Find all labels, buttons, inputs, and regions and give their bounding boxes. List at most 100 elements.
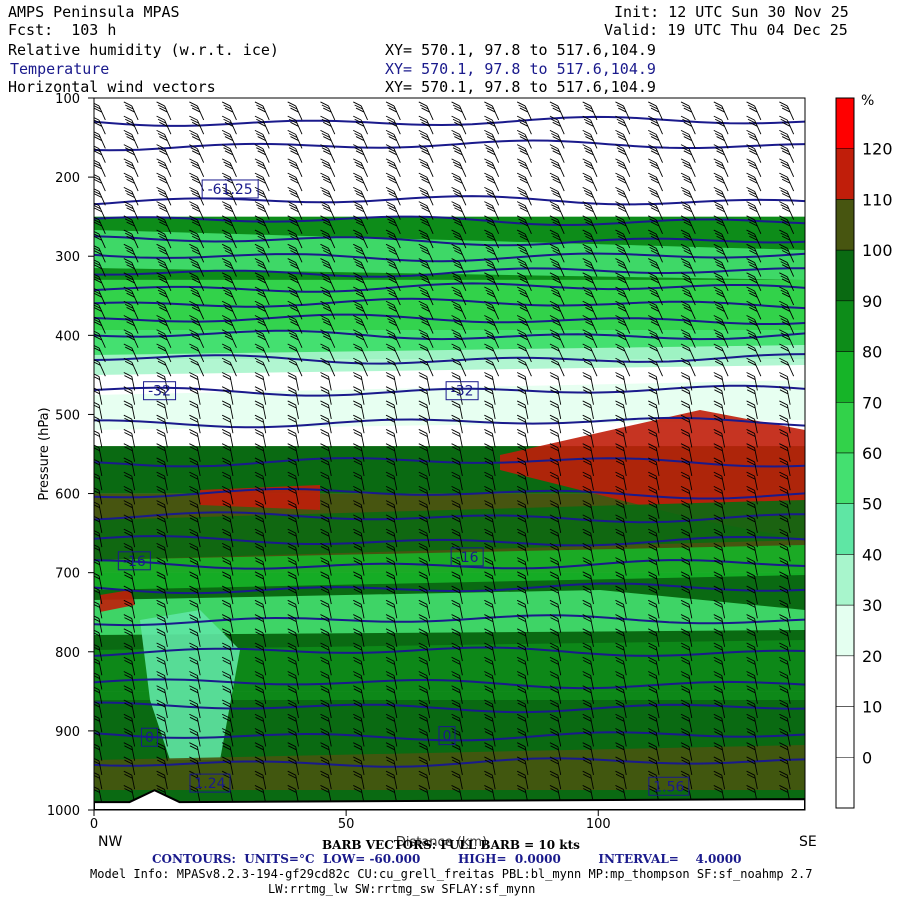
wind-barb (451, 414, 463, 434)
wind-barb-flag (421, 335, 430, 341)
wind-barb-flag (189, 243, 198, 249)
wind-barb (221, 286, 237, 306)
wind-barb-flag (582, 585, 591, 591)
wind-barb (746, 671, 758, 690)
wind-barb-flag (385, 671, 395, 676)
wind-barb-shaft (229, 433, 234, 448)
wind-barb-shaft (98, 533, 103, 548)
wind-barb-shaft (786, 746, 791, 761)
wind-barb-flag (254, 315, 264, 320)
wind-barb (648, 514, 660, 533)
wind-barb-shaft (524, 689, 529, 704)
wind-barb-flag (353, 788, 363, 793)
wind-barb (189, 129, 205, 149)
wind-barb-flag (517, 403, 526, 409)
wind-barb (123, 713, 136, 733)
wind-barb-flag (320, 628, 329, 634)
wind-barb-flag (255, 460, 264, 466)
wind-barb-shaft (426, 105, 434, 121)
wind-barb-shaft (196, 760, 201, 776)
wind-barb-flag (484, 201, 493, 206)
wind-barb-flag (94, 461, 100, 466)
wind-barb-flag (94, 715, 100, 719)
wind-barb-shaft (328, 533, 332, 548)
wind-barb-shaft (786, 362, 795, 377)
wind-barb-flag (156, 542, 165, 548)
wind-barb-shaft (164, 390, 168, 405)
wind-barb-shaft (98, 290, 106, 306)
wind-barb (779, 372, 791, 391)
wind-barb-flag (779, 129, 788, 135)
wind-barb-shaft (360, 390, 365, 405)
wind-barb-flag (714, 531, 723, 537)
wind-barb-flag (290, 193, 299, 198)
wind-barb-shaft (524, 362, 532, 377)
wind-barb-flag (516, 172, 526, 178)
wind-barb-flag (714, 261, 724, 267)
wind-barb-flag (454, 207, 463, 213)
wind-barb-flag (156, 443, 165, 449)
wind-barb-flag (781, 164, 791, 170)
wind-barb (549, 215, 565, 235)
wind-barb-shaft (98, 504, 103, 519)
wind-barb-shaft (688, 404, 693, 420)
wind-barb (221, 571, 234, 590)
wind-barb-flag (516, 713, 526, 719)
wind-barb-shaft (426, 661, 431, 676)
wind-barb-flag (94, 321, 103, 327)
wind-barb-flag (288, 688, 297, 694)
wind-barb-shaft (524, 105, 532, 121)
wind-barb-flag (290, 221, 299, 227)
wind-barb (353, 500, 365, 519)
wind-barb-flag (156, 699, 165, 705)
wind-barb-flag (287, 599, 296, 605)
wind-barb-flag (159, 193, 168, 198)
wind-barb (746, 329, 762, 348)
wind-barb (484, 329, 500, 348)
wind-barb-flag (94, 490, 100, 494)
wind-barb-flag (519, 193, 529, 198)
wind-barb-flag (779, 414, 788, 420)
wind-barb-shaft (524, 262, 532, 277)
wind-barb-shaft (590, 233, 598, 249)
wind-barb-flag (418, 756, 428, 762)
wind-barb-flag (222, 389, 231, 395)
wind-barb (418, 172, 434, 192)
wind-barb-flag (385, 785, 395, 790)
wind-barb (615, 614, 627, 633)
wind-barb-flag (124, 389, 133, 395)
wind-barb-flag (320, 645, 330, 651)
wind-barb-flag (582, 699, 591, 705)
wind-barb-flag (189, 531, 199, 537)
wind-barb (418, 158, 434, 178)
wind-barb-flag (746, 144, 755, 150)
wind-barb (320, 144, 336, 163)
wind-barb-shaft (491, 661, 496, 676)
wind-barb (516, 115, 532, 135)
wind-barb (713, 357, 729, 377)
wind-barb-shaft (328, 362, 336, 377)
wind-barb-flag (746, 614, 755, 619)
wind-barb-flag (385, 685, 395, 691)
wind-barb-flag (484, 372, 493, 377)
wind-barb (451, 258, 467, 277)
wind-barb (713, 300, 729, 320)
wind-barb-flag (714, 631, 723, 637)
wind-barb (648, 400, 660, 420)
wind-barb-flag (254, 372, 264, 377)
wind-barb-flag (680, 186, 690, 192)
wind-barb-shaft (655, 105, 663, 121)
wind-barb-flag (746, 731, 756, 736)
wind-barb-shaft (295, 689, 299, 704)
wind-barb-flag (680, 671, 690, 676)
wind-barb-flag (779, 588, 789, 594)
wind-barb-flag (451, 229, 460, 235)
wind-barb (615, 443, 627, 462)
wind-barb (713, 656, 726, 676)
wind-barb-flag (516, 471, 526, 477)
wind-barb-flag (320, 201, 329, 206)
wind-barb-shaft (557, 476, 562, 491)
wind-barb-flag (224, 321, 234, 327)
wind-barb-shaft (459, 362, 467, 377)
wind-barb-shaft (459, 276, 467, 291)
